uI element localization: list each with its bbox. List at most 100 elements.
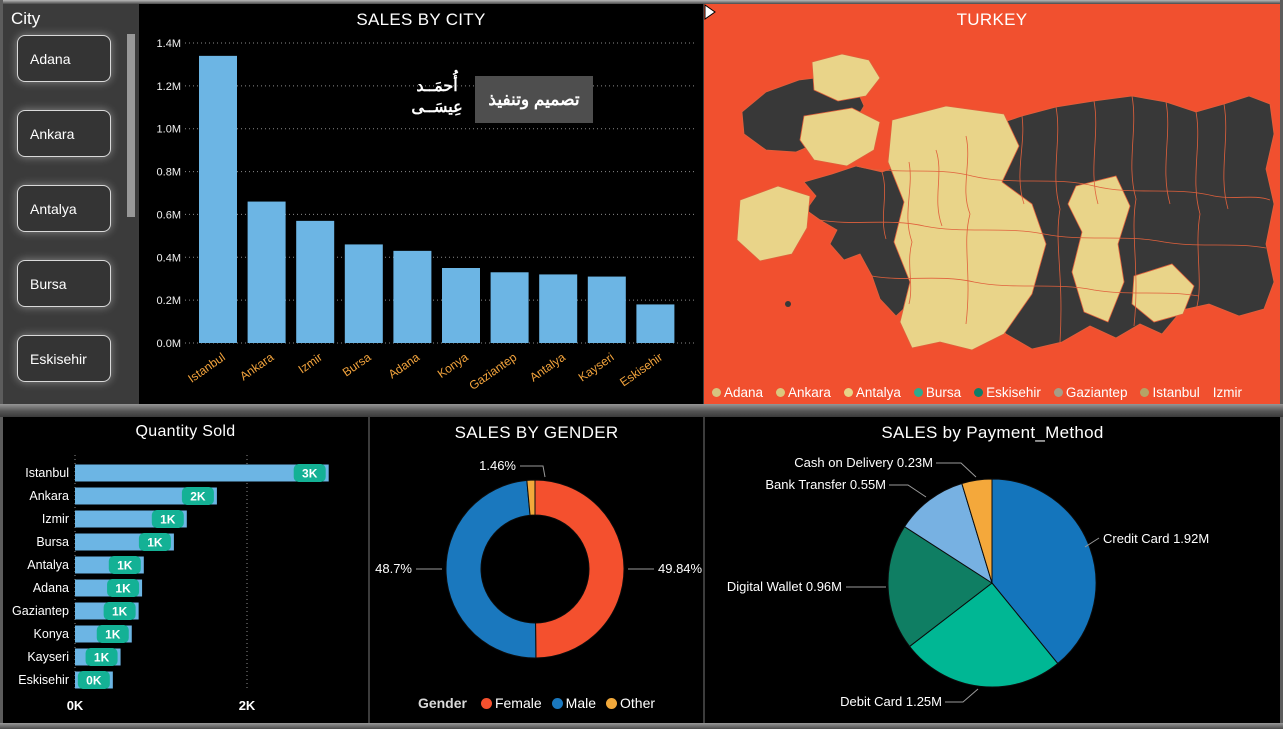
map-region-central[interactable] xyxy=(887,105,1047,351)
quantity-sold-chart[interactable]: 0K 2K Istanbul 3K Ankara 2K Izmir 1K Bursa 1K Anta… xyxy=(3,417,368,723)
x-label: Istanbul xyxy=(185,350,227,386)
slicer-button-bursa[interactable]: Bursa xyxy=(17,260,111,307)
map-legend-item-antalya[interactable]: Antalya xyxy=(843,385,901,400)
legend-dot xyxy=(776,388,786,397)
map-legend-item-eskisehir[interactable]: Eskisehir xyxy=(974,385,1041,400)
gender-legend-title: Gender xyxy=(417,695,467,711)
legend-label: Male xyxy=(565,695,597,711)
x-label: Bursa xyxy=(340,350,374,380)
bar-adana[interactable] xyxy=(393,250,432,343)
map-legend-item-izmir[interactable]: Izmir xyxy=(1213,385,1242,400)
map-legend-item-bursa[interactable]: Bursa xyxy=(913,385,962,400)
map-region-izmir[interactable] xyxy=(736,185,811,262)
legend-next-arrow[interactable] xyxy=(704,4,716,20)
bar-antalya[interactable] xyxy=(539,274,578,343)
map-legend-item-istanbul[interactable]: Istanbul xyxy=(1140,385,1200,400)
legend-label: Eskisehir xyxy=(986,385,1041,400)
signature-line1: أُحمَــد xyxy=(416,78,458,95)
bar-gaziantep[interactable] xyxy=(490,272,529,343)
legend-dot xyxy=(974,388,984,397)
province-borders xyxy=(819,95,1271,343)
quantity-sold-panel: Quantity Sold 0K 2K Istanbul 3K Ankara 2K Izmi… xyxy=(3,417,368,723)
donut-slice-other[interactable] xyxy=(526,479,536,516)
value-pill xyxy=(138,533,171,551)
value-label: 2K xyxy=(190,490,206,504)
pie-slice-bank-transfer[interactable] xyxy=(903,482,993,585)
map-legend-item-gaziantep[interactable]: Gaziantep xyxy=(1053,385,1127,400)
slicer-scrollbar-thumb[interactable] xyxy=(127,34,135,217)
left-frame-border xyxy=(0,0,3,729)
bar-eskisehir[interactable] xyxy=(636,304,675,343)
value-label: 1K xyxy=(105,628,121,642)
x-label: Antalya xyxy=(527,350,568,385)
slicer-button-ankara[interactable]: Ankara xyxy=(17,110,111,157)
value-label: 1K xyxy=(160,513,176,527)
pie-label-digital-wallet: Digital Wallet 0.96M xyxy=(727,579,842,594)
legend-label: Adana xyxy=(724,385,764,400)
value-pill xyxy=(103,602,136,620)
turkey-map-panel: TURKEY xyxy=(704,4,1280,404)
gender-legend-item-female[interactable]: Female xyxy=(480,695,542,711)
map-region-istanbul[interactable] xyxy=(811,53,881,102)
legend-dot xyxy=(551,697,563,709)
map-legend: Adana Ankara Antalya Bursa Eskisehir Gaziante… xyxy=(712,385,1254,400)
sales-by-gender-chart[interactable]: 49.84% 48.7% 1.46% xyxy=(370,417,703,723)
gender-legend-item-other[interactable]: Other xyxy=(606,695,655,711)
legend-dot xyxy=(1140,388,1150,397)
donut-slice-male[interactable] xyxy=(445,479,537,659)
bar-bursa[interactable] xyxy=(344,244,383,343)
legend-label: Other xyxy=(620,695,656,711)
bar-konya[interactable] xyxy=(442,268,480,343)
bar-kayseri[interactable] xyxy=(587,276,626,343)
gender-legend-item-male[interactable]: Male xyxy=(551,695,597,711)
pie-slice-digital-wallet[interactable] xyxy=(887,525,993,648)
value-label: 1K xyxy=(112,605,128,619)
legend-dot xyxy=(712,388,721,397)
x-label: Adana xyxy=(386,350,423,382)
cat-label: Antalya xyxy=(27,558,69,572)
donut-label-female: 49.84% xyxy=(658,561,703,576)
value-pill xyxy=(85,648,118,666)
pie-slice-debit-card[interactable] xyxy=(908,582,1059,688)
bar-ankara[interactable] xyxy=(247,201,286,343)
sales-by-city-chart[interactable]: 0.0M 0.2M 0.4M 0.6M 0.8M 1.0M 1.2M 1.4M Istanbul… xyxy=(139,4,703,404)
cat-label: Izmir xyxy=(42,512,69,526)
map-region-bursa[interactable] xyxy=(799,107,881,167)
bar-ankara[interactable] xyxy=(75,487,217,505)
legend-label: Bursa xyxy=(925,385,962,400)
value-label: 0K xyxy=(86,674,102,688)
gender-legend: Gender Female Male Other xyxy=(370,695,703,711)
bar-istanbul[interactable] xyxy=(199,55,237,343)
y-tick: 0.6M xyxy=(157,209,181,221)
pie-slice-cash-on-delivery[interactable] xyxy=(961,478,993,584)
donut-slice-female[interactable] xyxy=(534,479,625,659)
pie-label-bank-transfer: Bank Transfer 0.55M xyxy=(765,477,886,492)
value-pill xyxy=(181,487,214,505)
bar-istanbul[interactable] xyxy=(75,464,329,482)
value-label: 1K xyxy=(117,559,133,573)
slicer-button-antalya[interactable]: Antalya xyxy=(17,185,111,232)
sales-by-payment-chart[interactable]: Cash on Delivery 0.23M Bank Transfer 0.55… xyxy=(705,417,1280,723)
cat-label: Ankara xyxy=(29,489,69,503)
map-legend-item-ankara[interactable]: Ankara xyxy=(776,385,831,400)
turkey-map[interactable] xyxy=(704,4,1280,376)
x-label: Eskisehir xyxy=(617,350,665,389)
legend-label: Istanbul xyxy=(1152,385,1200,400)
value-label: 1K xyxy=(115,582,131,596)
legend-label: Female xyxy=(494,695,542,711)
bar-izmir[interactable] xyxy=(296,220,335,343)
pie-slice-credit-card[interactable] xyxy=(991,478,1097,665)
y-tick: 0.4M xyxy=(157,252,181,264)
map-region-east[interactable] xyxy=(1067,175,1131,323)
y-tick: 1.4M xyxy=(157,38,181,50)
cat-label: Kayseri xyxy=(27,650,69,664)
slicer-button-adana[interactable]: Adana xyxy=(17,35,111,82)
x-label: Ankara xyxy=(237,350,276,383)
map-legend-item-adana[interactable]: Adana xyxy=(712,385,763,400)
y-tick: 1.0M xyxy=(157,124,181,136)
value-pill xyxy=(108,556,141,574)
legend-dot xyxy=(843,388,853,397)
value-label: 3K xyxy=(302,467,318,481)
slicer-button-eskisehir[interactable]: Eskisehir xyxy=(17,335,111,382)
